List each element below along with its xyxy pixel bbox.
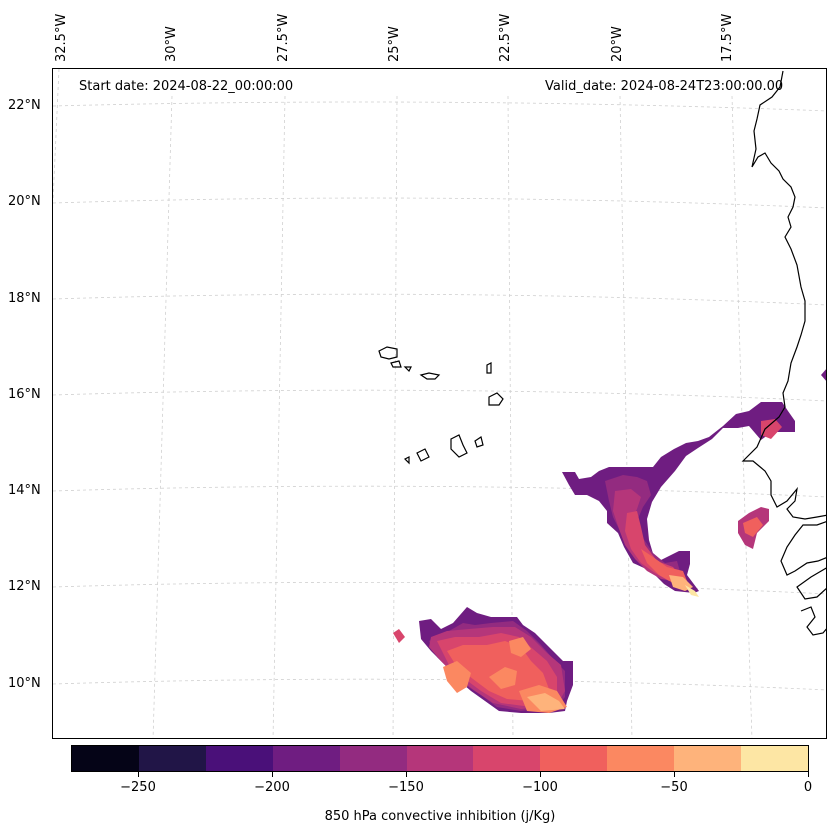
lat-label-16n: 16°N <box>8 387 41 402</box>
lon-label-22-5w: 22.5°W <box>498 13 513 62</box>
valid-date-label: Valid_date: 2024-08-24T23:00:00.00 <box>545 79 784 94</box>
colorbar-segment <box>406 746 474 771</box>
cin-region-rose-strip <box>761 419 782 439</box>
island-santo-antao <box>378 346 398 360</box>
grid-line-lat-20n <box>53 197 826 209</box>
cin-region-salmon-east <box>743 517 763 537</box>
lat-label-12n: 12°N <box>8 579 41 594</box>
island-sao-nicolau <box>419 372 441 380</box>
colorbar-segment <box>138 746 206 771</box>
cin-region-pink <box>613 489 673 581</box>
island-santiago <box>450 434 468 458</box>
cin-region-rose <box>625 511 681 581</box>
cb-tick-minus-250 <box>138 772 139 777</box>
lon-label-32-5w: 32.5°W <box>54 13 69 62</box>
lat-label-18n: 18°N <box>8 291 41 306</box>
colorbar-segment <box>473 746 541 771</box>
grid-line-lon-30w <box>152 95 173 738</box>
island-fogo <box>416 448 430 462</box>
lat-label-10n: 10°N <box>8 676 41 691</box>
map-panel <box>52 68 827 739</box>
colorbar-segment <box>272 746 340 771</box>
cb-ticklabel-0: 0 <box>803 780 813 795</box>
cin-region-dark-purple <box>562 402 795 593</box>
lat-label-22n: 22°N <box>8 98 41 113</box>
cin-region-south-light-orange <box>527 693 565 711</box>
grid-line-lat-14n <box>53 485 826 498</box>
map-canvas <box>53 69 826 738</box>
lon-label-25w: 25°W <box>387 26 402 62</box>
grid-line-lat-10n <box>53 678 826 691</box>
island-santa-luzia <box>403 366 412 373</box>
lon-label-30w: 30°W <box>164 26 179 62</box>
grid-line-lat-22n <box>53 101 826 112</box>
grid-line-lat-12n <box>53 581 826 595</box>
grid-line-lat-18n <box>53 293 826 306</box>
cin-region-far-east <box>821 369 826 381</box>
grid-line-lon-32-5w <box>53 69 60 202</box>
cb-ticklabel-minus-50: −50 <box>660 780 688 795</box>
island-sao-vicente <box>390 360 402 368</box>
cb-tick-0 <box>808 772 809 777</box>
colorbar-segment <box>674 746 742 771</box>
colorbar-segment <box>205 746 273 771</box>
cin-region-islet <box>393 629 405 643</box>
grid-line-lon-27-5w <box>272 95 286 738</box>
cb-tick-minus-100 <box>540 772 541 777</box>
coastlines <box>378 70 826 636</box>
cin-field-south <box>393 607 573 713</box>
cin-region-south-salmon <box>447 641 549 701</box>
grid-line-lon-20w <box>619 95 633 738</box>
lon-label-27-5w: 27.5°W <box>276 13 291 62</box>
colorbar-segment <box>741 746 808 771</box>
start-date-label: Start date: 2024-08-22_00:00:00 <box>79 79 294 94</box>
colorbar-segment <box>339 746 407 771</box>
lon-label-20w: 20°W <box>610 26 625 62</box>
island-maio <box>474 436 484 448</box>
africa-coastline <box>741 70 826 636</box>
island-brava <box>403 456 410 465</box>
cb-ticklabel-minus-100: −100 <box>522 780 558 795</box>
cb-tick-minus-50 <box>674 772 675 777</box>
lat-label-14n: 14°N <box>8 483 41 498</box>
lat-label-20n: 20°N <box>8 194 41 209</box>
colorbar-title: 850 hPa convective inhibition (j/Kg) <box>324 809 556 824</box>
cin-region-south-orange-2 <box>489 667 517 689</box>
cin-region-salmon <box>641 549 687 583</box>
colorbar <box>71 745 809 772</box>
cb-ticklabel-minus-150: −150 <box>388 780 424 795</box>
island-sal <box>486 362 492 374</box>
island-boa-vista <box>488 392 504 406</box>
colorbar-segment <box>607 746 675 771</box>
colorbar-segment <box>72 746 139 771</box>
cb-tick-minus-200 <box>272 772 273 777</box>
cb-tick-minus-150 <box>406 772 407 777</box>
cin-region-pale <box>685 585 699 597</box>
grid-line-lon-25w <box>392 95 398 738</box>
cin-field-north <box>562 369 826 597</box>
colorbar-segment <box>540 746 608 771</box>
grid-line-lat-16n <box>53 389 826 402</box>
cin-region-south-orange-3 <box>509 637 531 657</box>
cb-ticklabel-minus-250: −250 <box>120 780 156 795</box>
cb-ticklabel-minus-200: −200 <box>254 780 290 795</box>
grid-line-lon-17-5w <box>731 95 753 738</box>
cin-region-south-orange-1 <box>443 661 471 693</box>
lon-label-17-5w: 17.5°W <box>720 13 735 62</box>
